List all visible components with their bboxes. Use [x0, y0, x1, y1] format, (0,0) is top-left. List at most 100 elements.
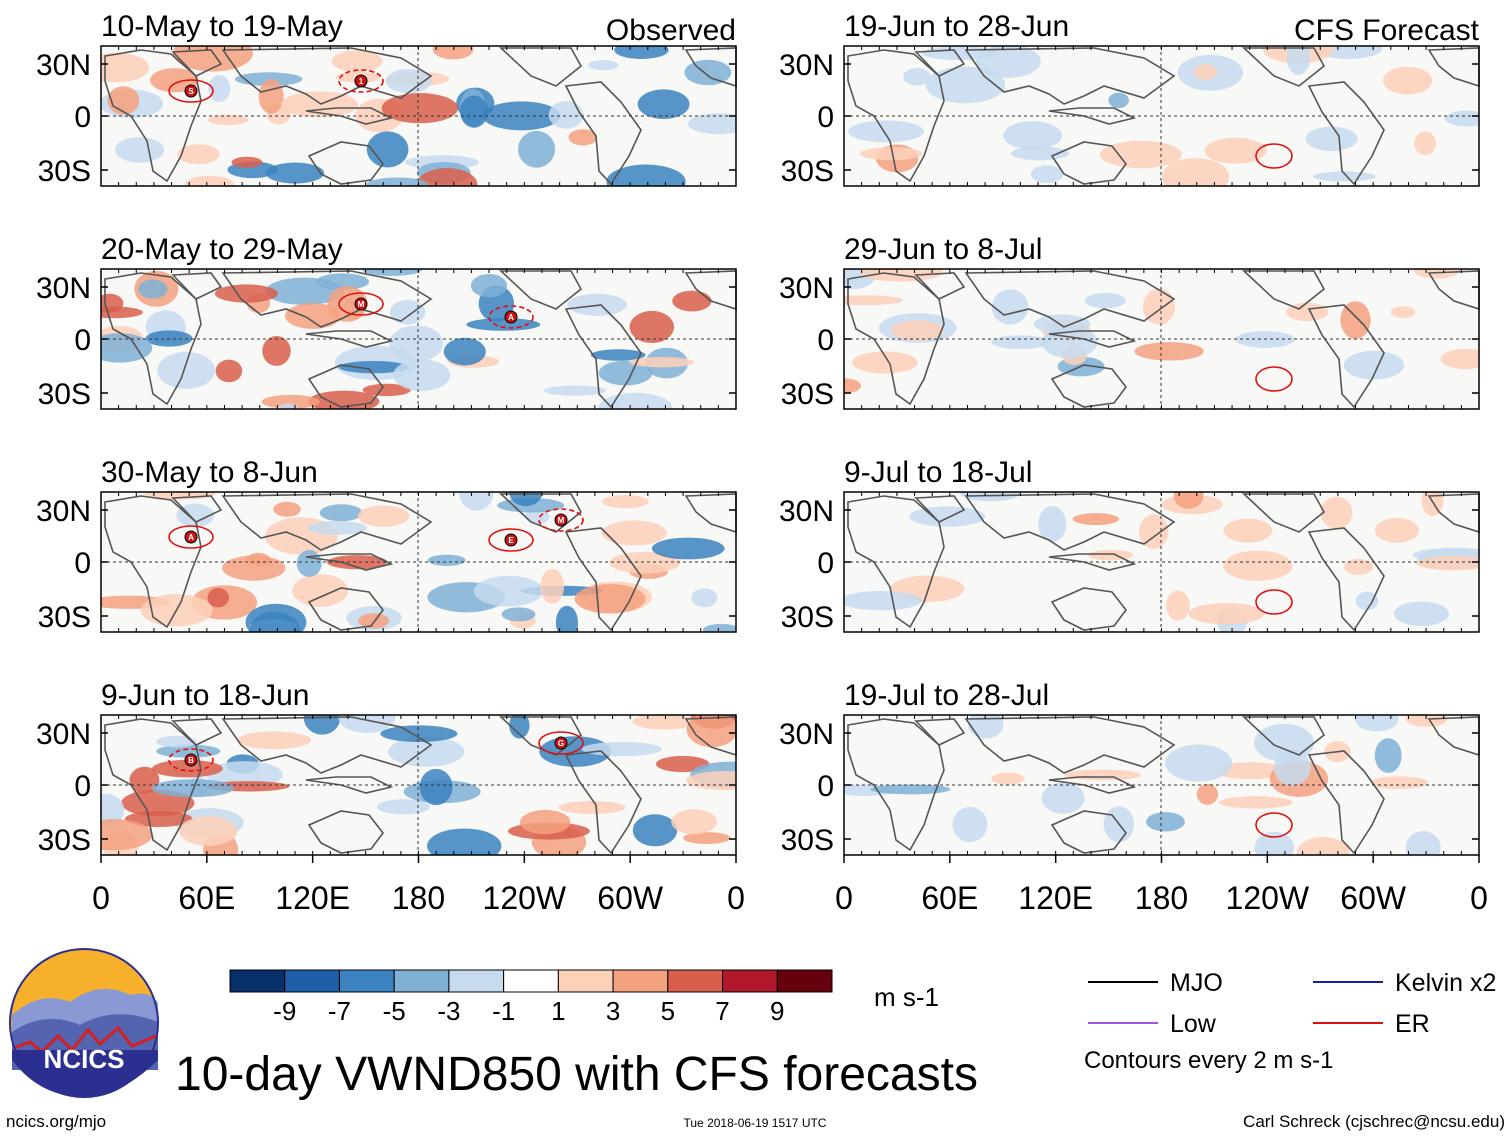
coastline: [914, 495, 966, 523]
storm-symbol: [504, 310, 518, 324]
coastline: [914, 49, 966, 77]
storm-marker: A: [184, 530, 198, 544]
anomaly-blob: [540, 568, 565, 604]
footer-url: ncics.org/mjo: [6, 1112, 106, 1131]
anomaly-blob: [598, 360, 653, 386]
y-tick-label: 30N: [36, 495, 91, 528]
coastline: [684, 493, 737, 534]
coastline: [1307, 304, 1385, 409]
anomaly-blob: [1030, 165, 1064, 184]
coastline: [307, 810, 385, 854]
coastline: [104, 718, 202, 852]
colorbar-tick-label: 3: [606, 996, 620, 1026]
anomaly-blob: [1196, 783, 1219, 805]
anomaly-blob: [416, 167, 478, 186]
anomaly-blob: [601, 520, 667, 546]
anomaly-blob: [548, 101, 584, 129]
anomaly-blob: [844, 591, 923, 611]
legend-label: MJO: [1170, 969, 1223, 997]
x-tick-label: 60W: [597, 880, 664, 916]
anomaly-blob: [303, 715, 341, 735]
anomaly-field: [101, 715, 736, 855]
anomaly-blob: [637, 89, 690, 120]
anomaly-blob: [1084, 292, 1126, 309]
coastline: [221, 493, 433, 551]
y-tick-label: 0: [817, 547, 834, 580]
coastline: [1050, 141, 1128, 185]
coastline: [307, 364, 385, 408]
anomaly-blob: [307, 520, 368, 535]
anomaly-blob: [357, 505, 410, 527]
colorbar-tick-label: 9: [770, 996, 784, 1026]
colorbar-tick-label: -3: [437, 996, 460, 1026]
anomaly-blob: [144, 492, 216, 500]
anomaly-blob: [151, 759, 223, 778]
anomaly-blob: [925, 66, 1006, 104]
anomaly-blob: [296, 550, 322, 577]
map-panel: 30N 0 30S 29-Jun to 8-Jul: [779, 233, 1480, 411]
anomaly-blob: [389, 325, 444, 362]
coastline: [1050, 587, 1128, 631]
anomaly-blob: [419, 768, 453, 806]
anomaly-blob: [1011, 146, 1070, 161]
coastline: [1050, 810, 1128, 854]
coastline: [171, 49, 223, 77]
colorbar-units: m s-1: [874, 982, 939, 1012]
anomaly-field: [848, 46, 1479, 186]
anomaly-blob: [1416, 555, 1479, 571]
anomaly-blob: [1038, 506, 1067, 542]
coastline: [847, 495, 945, 629]
anomaly-blob: [844, 378, 862, 394]
anomaly-blob: [1161, 158, 1230, 186]
anomaly-blob: [101, 333, 153, 363]
anomaly-blob: [976, 46, 1041, 78]
anomaly-blob: [1374, 517, 1420, 543]
anomaly-blob: [574, 584, 646, 614]
storm-label: G: [558, 739, 564, 748]
x-tick-label: 120E: [275, 880, 350, 916]
coastline: [104, 272, 202, 406]
map-panel: E M A 30N 0 30S 30-May to 8-Jun: [36, 456, 737, 634]
anomaly-blob: [385, 68, 432, 94]
map-panel: 30N 0 30S 19-Jul to 28-Jul: [779, 679, 1480, 857]
coastline: [564, 304, 642, 409]
y-tick-label: 30S: [38, 601, 91, 634]
coastline: [221, 47, 433, 105]
anomaly-blob: [509, 492, 543, 507]
y-tick-label: 30N: [36, 718, 91, 751]
x-tick-label: 60E: [178, 880, 235, 916]
storm-label: E: [508, 536, 514, 545]
x-axes: 0 60E 120E 180 120W 60W 0 0 60E 120E 180 120W 60W 0: [92, 855, 1488, 916]
anomaly-blob: [331, 50, 383, 73]
anomaly-blob: [1223, 518, 1273, 543]
colorbar-tick-label: -1: [492, 996, 515, 1026]
anomaly-blob: [844, 295, 904, 306]
legend-label: Low: [1170, 1010, 1217, 1038]
anomaly-blob: [1344, 558, 1374, 575]
er-contour: [338, 292, 384, 316]
anomaly-blob: [848, 120, 924, 143]
coastline: [914, 718, 966, 746]
x-tick-label: 60E: [921, 880, 978, 916]
colorbar-tick-label: -5: [383, 996, 406, 1026]
anomaly-blob: [125, 810, 193, 828]
anomaly-blob: [101, 819, 153, 851]
anomaly-blob: [890, 320, 945, 341]
x-tick-label: 0: [727, 880, 745, 916]
storm-symbol: [554, 513, 568, 527]
storm-marker: E: [504, 533, 518, 547]
anomaly-blob: [1072, 513, 1120, 526]
coastline: [964, 270, 1176, 328]
anomaly-blob: [207, 114, 249, 126]
anomaly-blob: [629, 357, 695, 368]
er-contour: [488, 528, 534, 552]
anomaly-blob: [1340, 301, 1371, 339]
anomaly-blob: [1254, 831, 1295, 855]
anomaly-field: [101, 269, 712, 409]
colorbar-tick-label: 1: [551, 996, 565, 1026]
er-contour: [538, 508, 584, 532]
storm-label: A: [188, 533, 194, 542]
legend-label: ER: [1395, 1010, 1430, 1038]
anomaly-blob: [1204, 137, 1267, 164]
